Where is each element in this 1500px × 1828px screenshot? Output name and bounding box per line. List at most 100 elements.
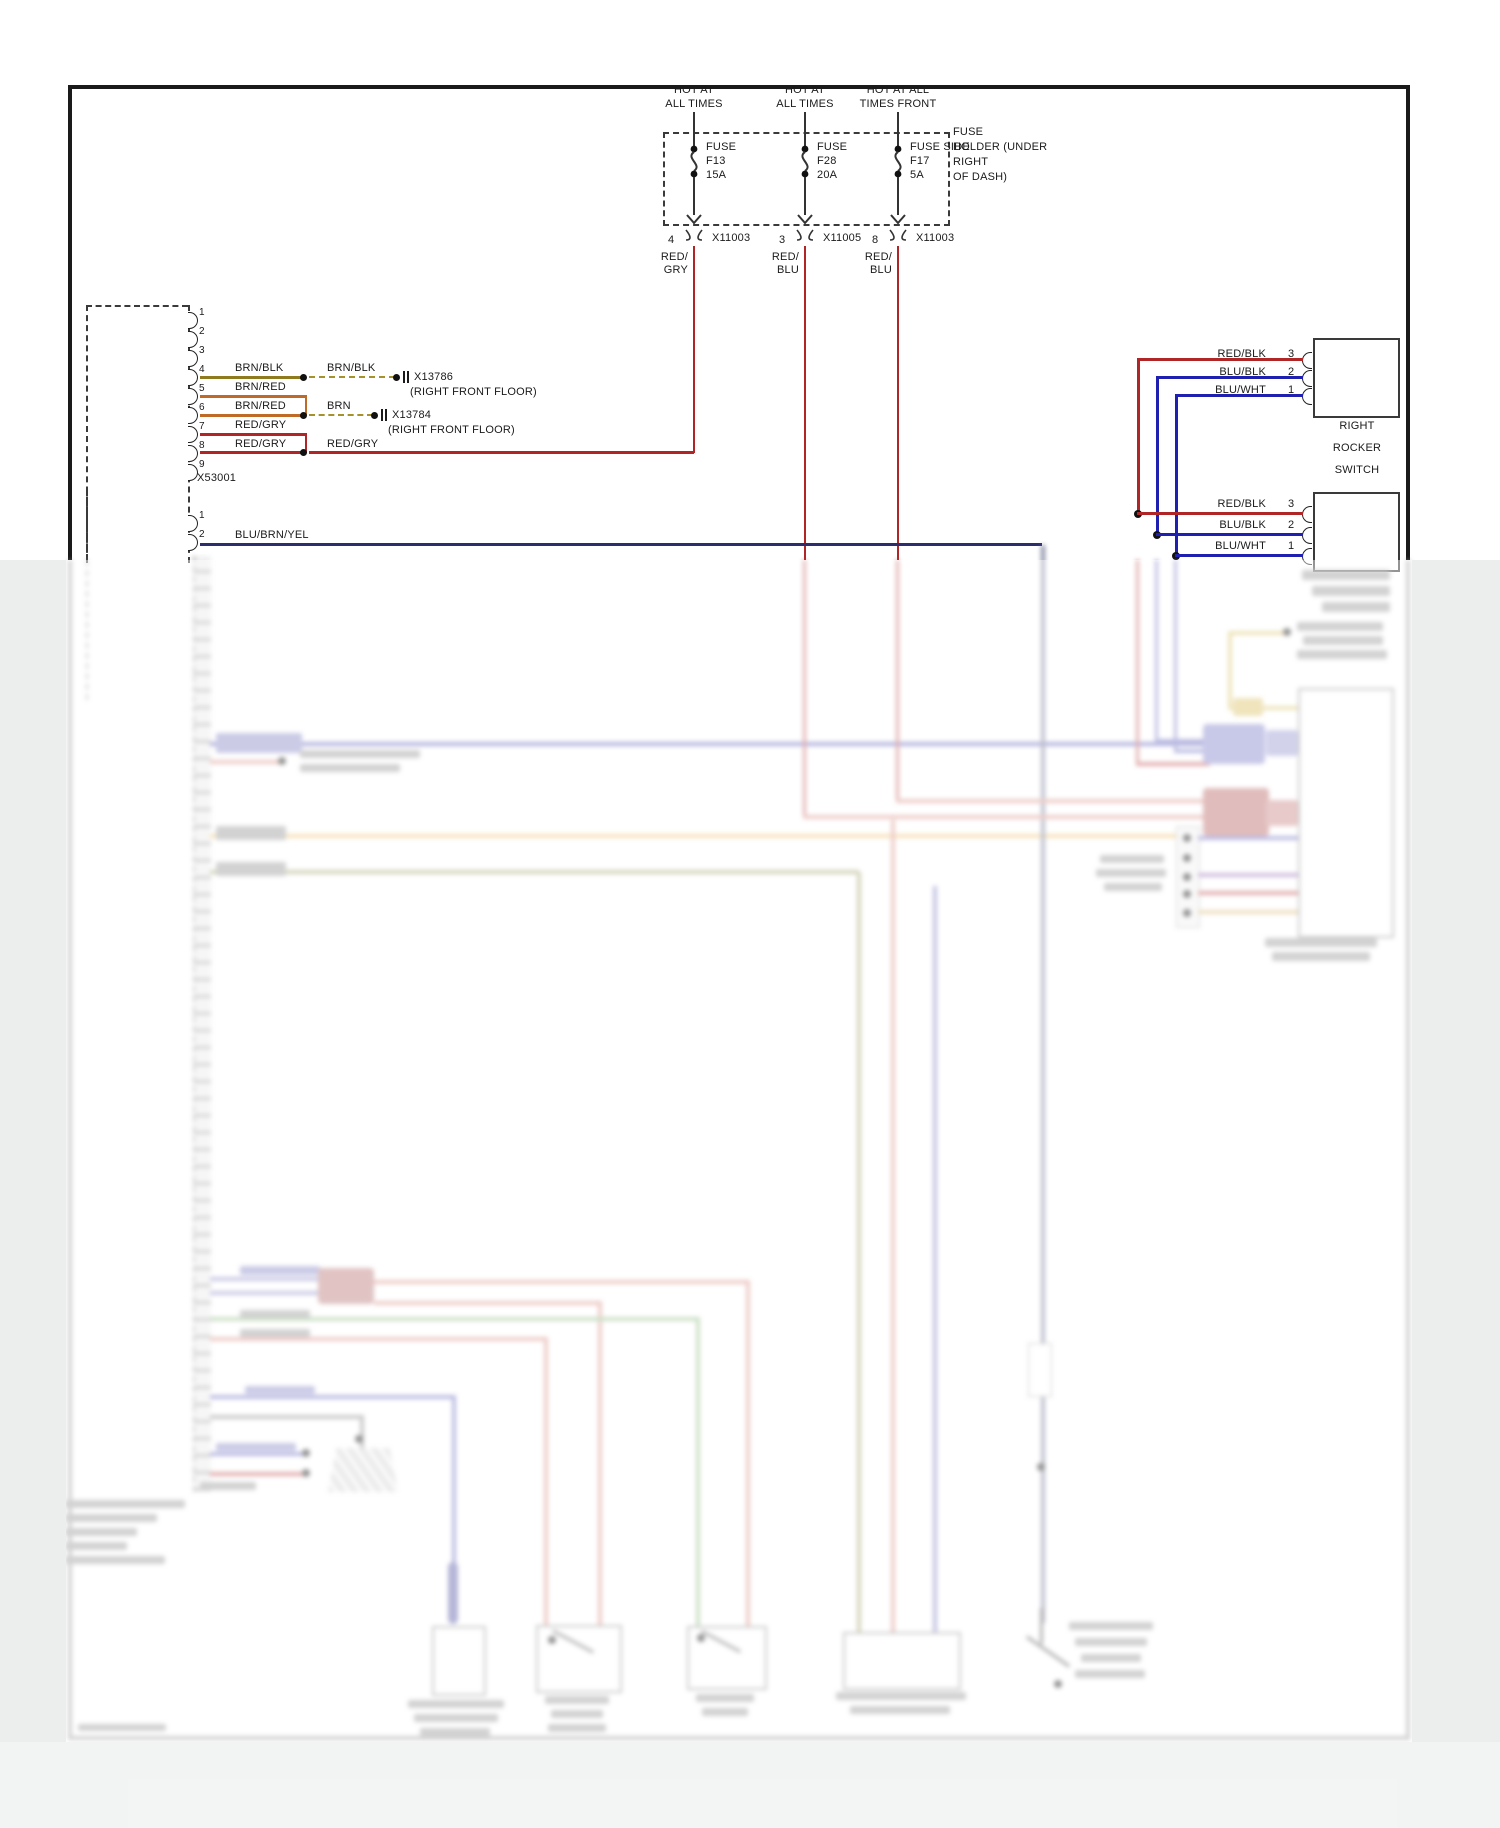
wire-label-pin6: BRN/RED [235,400,286,412]
wire-label-pin4: BRN/BLK [235,362,284,374]
fuse-holder-box [663,132,950,226]
wire-redgry-p7-bend [304,433,307,453]
pin-number-9: 9 [199,459,205,470]
fuse3-name: FUSE SIDE [910,141,970,153]
fuse-symbol-f17 [889,112,907,241]
left-strip-connector [193,556,211,1492]
wire-label-pin7: RED/GRY [235,419,287,431]
wire-blublk-upper [1156,376,1303,379]
left-connector-box-left [86,305,88,563]
lower-pin-2: 2 [1288,519,1295,531]
wire-label-blubrnyel: BLU/BRN/YEL [235,529,309,541]
splice-dot [300,374,307,381]
pin-number-4: 4 [199,364,205,375]
fuse1-pin: 4 [668,234,675,246]
right-rocker-switch-upper-box [1313,338,1400,418]
lower-wire-3: BLU/WHT [1215,540,1266,552]
wire-redblk-vert [1137,358,1140,514]
fuse3-id: F17 [910,155,930,167]
fuse2-connector: X11005 [823,232,862,244]
upper-pin-1: 3 [1288,348,1295,360]
wire-brn-dashed [309,414,373,416]
pin-arc [1302,388,1312,405]
wire-redgry-p7 [200,433,307,436]
upper-pin-3: 1 [1288,384,1295,396]
power-heading-3a: HOT AT ALL [866,84,930,96]
pin-number-g2-2: 2 [199,529,205,540]
fuse2-id: F28 [817,155,837,167]
splice-bar [407,371,409,383]
splice1-wire-label: BRN/BLK [327,362,376,374]
power-heading-1b: ALL TIMES [665,98,723,110]
rocker-title-2: ROCKER [1332,442,1382,454]
wire-blublk-lower [1156,533,1303,536]
left-connector-box2-left [86,490,88,560]
wire-brnred-p5 [200,395,307,398]
wire-bluwht-lower [1175,554,1303,557]
fuse2-wirecolor-2: BLU [777,264,799,276]
wire-redblk-lower [1137,512,1303,515]
fuse2-wirecolor-1: RED/ [771,251,799,263]
fuse1-name: FUSE [706,141,737,153]
wire-label-pin5: BRN/RED [235,381,286,393]
wire-redgry-p8 [200,451,304,454]
lower-pin-3: 1 [1288,540,1295,552]
rocker-title-1: RIGHT [1339,420,1375,432]
wire-blublk-vert [1156,376,1159,535]
fuse1-id: F13 [706,155,726,167]
wire-label-pin8: RED/GRY [235,438,287,450]
pin-number-5: 5 [199,383,205,394]
wire-redgry-run [309,451,694,454]
fuse3-amps: 5A [910,169,924,181]
bottom-component-1 [432,1626,486,1696]
fuse2-name: FUSE [817,141,848,153]
fuse-holder-label-4: OF DASH) [953,171,1008,183]
bottom-component-2 [536,1625,622,1693]
bottom-component-4 [843,1632,961,1690]
pin-arc [1302,506,1312,523]
wire-bluwht-upper [1175,394,1303,397]
wire-brnred-p5-bend [304,395,307,415]
frame-left-border [68,85,72,560]
power-heading-2a: HOT AT [785,84,825,96]
splice2-id: X13784 [392,409,432,421]
fuse1-connector: X11003 [712,232,751,244]
wire-brnred-p6 [200,414,304,417]
right-rocker-switch-lower-box [1313,492,1400,572]
upper-wire-2: BLU/BLK [1219,366,1266,378]
splice-bar [381,409,383,421]
fuse-holder-label-2: HOLDER (UNDER [953,141,1048,153]
fuse3-pin: 8 [872,234,879,246]
left-connector-box-top [86,305,188,307]
fuse1-wirecolor-2: GRY [663,264,688,276]
pin-number-8: 8 [199,440,205,451]
pin-number-2: 2 [199,326,205,337]
wire-redblu-f28 [803,246,806,560]
pin-arc [1302,370,1312,387]
splice-dot [300,449,307,456]
pin-number-g2-1: 1 [199,510,205,521]
wire-brnblk-dashed [309,376,395,378]
lower-wire-2: BLU/BLK [1219,519,1266,531]
pin-number-6: 6 [199,402,205,413]
pin-number-3: 3 [199,345,205,356]
lower-wire-1: RED/BLK [1217,498,1266,510]
frame-right-border [1406,85,1410,560]
wire-redgry-f13 [692,246,695,453]
bottom-margin [0,1742,1500,1828]
power-heading-2b: ALL TIMES [776,98,834,110]
splice2-location: (RIGHT FRONT FLOOR) [388,424,515,436]
frame-top-border [68,85,1410,89]
fuse-holder-label-1: FUSE [953,126,984,138]
wire-redblk-upper [1137,358,1303,361]
fuse3-wirecolor-2: BLU [870,264,892,276]
fuse3-wirecolor-1: RED/ [864,251,892,263]
fuse1-amps: 15A [706,169,727,181]
splice-bar [385,409,387,421]
splice-dot [393,374,400,381]
power-heading-3b: TIMES FRONT [859,98,937,110]
fuse1-wirecolor-1: RED/ [660,251,688,263]
upper-wire-1: RED/BLK [1217,348,1266,360]
